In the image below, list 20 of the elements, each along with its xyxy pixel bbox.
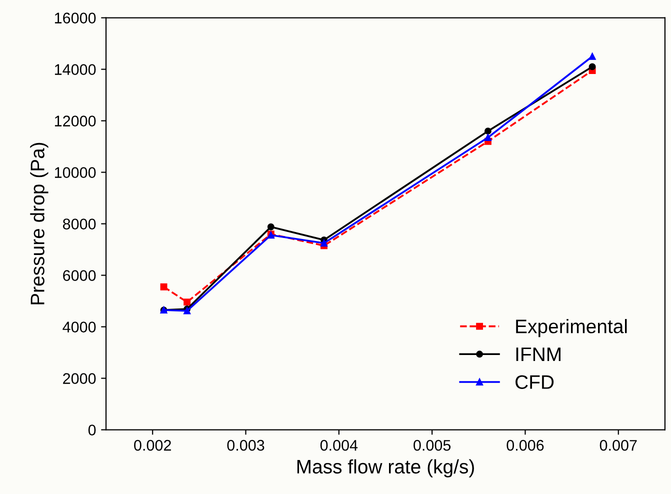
- y-tick-label: 6000: [63, 270, 96, 281]
- x-axis-title: Mass flow rate (kg/s): [297, 459, 474, 478]
- y-tick-label: 2000: [63, 373, 96, 384]
- x-tick-label: 0.004: [320, 440, 358, 451]
- x-tick-label: 0.005: [414, 440, 451, 451]
- y-tick-label: 16000: [54, 12, 96, 24]
- y-tick-label: 8000: [62, 218, 96, 230]
- legend-label: CFD: [516, 375, 554, 389]
- x-tick-label: 0.006: [506, 440, 544, 451]
- legend-label: IFNM: [516, 348, 560, 361]
- legend-label: Experimental: [516, 319, 627, 338]
- y-tick-label: 4000: [62, 322, 96, 332]
- y-tick-label: 12000: [54, 116, 96, 126]
- y-tick-label: 0: [88, 424, 96, 436]
- y-tick-label: 10000: [54, 167, 96, 178]
- x-tick-label: 0.003: [227, 440, 264, 451]
- x-tick-label: 0.002: [134, 440, 171, 451]
- y-axis-title: Pressure drop (Pa): [30, 142, 48, 304]
- x-tick-label: 0.007: [600, 440, 637, 451]
- y-tick-label: 14000: [54, 64, 96, 75]
